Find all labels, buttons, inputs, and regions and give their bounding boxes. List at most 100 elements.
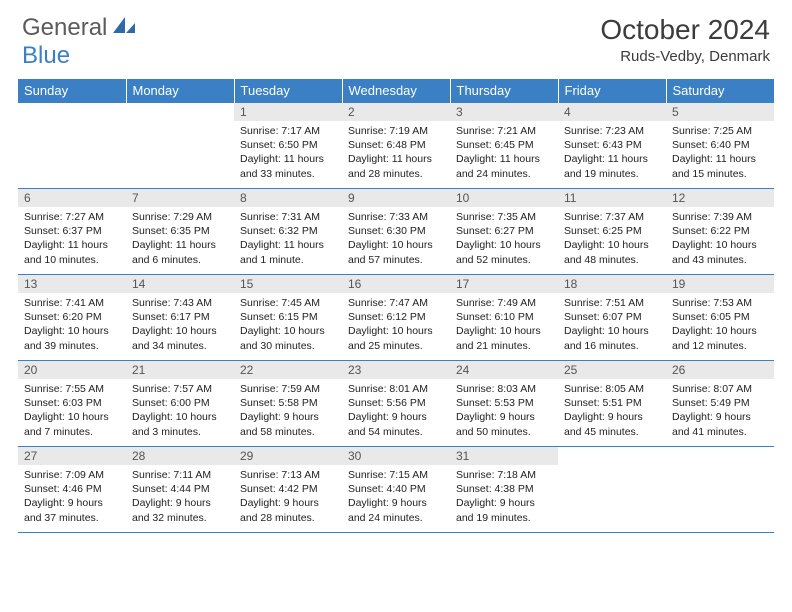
daylight-text: Daylight: 10 hours and 7 minutes.: [24, 410, 120, 438]
day-number: 21: [126, 361, 234, 379]
day-info: Sunrise: 7:15 AMSunset: 4:40 PMDaylight:…: [342, 465, 450, 527]
day-number: 12: [666, 189, 774, 207]
weekday-header: Monday: [126, 79, 234, 103]
logo-blue-wrap: Blue: [22, 42, 70, 70]
day-number: 14: [126, 275, 234, 293]
day-number: 5: [666, 103, 774, 121]
day-info: Sunrise: 8:03 AMSunset: 5:53 PMDaylight:…: [450, 379, 558, 441]
sunrise-text: Sunrise: 7:41 AM: [24, 296, 120, 310]
sunrise-text: Sunrise: 7:53 AM: [672, 296, 768, 310]
daylight-text: Daylight: 9 hours and 45 minutes.: [564, 410, 660, 438]
sunrise-text: Sunrise: 7:31 AM: [240, 210, 336, 224]
day-number: [666, 447, 774, 465]
daylight-text: Daylight: 11 hours and 33 minutes.: [240, 152, 336, 180]
day-number: 2: [342, 103, 450, 121]
sunrise-text: Sunrise: 7:15 AM: [348, 468, 444, 482]
sunset-text: Sunset: 6:43 PM: [564, 138, 660, 152]
daylight-text: Daylight: 11 hours and 10 minutes.: [24, 238, 120, 266]
daylight-text: Daylight: 10 hours and 3 minutes.: [132, 410, 228, 438]
sunset-text: Sunset: 6:48 PM: [348, 138, 444, 152]
calendar-day-cell: 20Sunrise: 7:55 AMSunset: 6:03 PMDayligh…: [18, 361, 126, 447]
daylight-text: Daylight: 11 hours and 19 minutes.: [564, 152, 660, 180]
day-info: Sunrise: 7:43 AMSunset: 6:17 PMDaylight:…: [126, 293, 234, 355]
day-info: Sunrise: 7:53 AMSunset: 6:05 PMDaylight:…: [666, 293, 774, 355]
day-number: 9: [342, 189, 450, 207]
day-number: [18, 103, 126, 121]
calendar-day-cell: 16Sunrise: 7:47 AMSunset: 6:12 PMDayligh…: [342, 275, 450, 361]
calendar-day-cell: 15Sunrise: 7:45 AMSunset: 6:15 PMDayligh…: [234, 275, 342, 361]
day-info: Sunrise: 7:41 AMSunset: 6:20 PMDaylight:…: [18, 293, 126, 355]
sunrise-text: Sunrise: 7:21 AM: [456, 124, 552, 138]
sunset-text: Sunset: 6:00 PM: [132, 396, 228, 410]
daylight-text: Daylight: 10 hours and 39 minutes.: [24, 324, 120, 352]
calendar-table: SundayMondayTuesdayWednesdayThursdayFrid…: [18, 79, 774, 533]
sunrise-text: Sunrise: 8:03 AM: [456, 382, 552, 396]
weekday-header: Friday: [558, 79, 666, 103]
day-number: 27: [18, 447, 126, 465]
day-info: Sunrise: 7:55 AMSunset: 6:03 PMDaylight:…: [18, 379, 126, 441]
calendar-day-cell: 26Sunrise: 8:07 AMSunset: 5:49 PMDayligh…: [666, 361, 774, 447]
sunrise-text: Sunrise: 7:23 AM: [564, 124, 660, 138]
day-info: Sunrise: 7:25 AMSunset: 6:40 PMDaylight:…: [666, 121, 774, 183]
calendar-day-cell: 13Sunrise: 7:41 AMSunset: 6:20 PMDayligh…: [18, 275, 126, 361]
daylight-text: Daylight: 10 hours and 25 minutes.: [348, 324, 444, 352]
daylight-text: Daylight: 9 hours and 50 minutes.: [456, 410, 552, 438]
sunset-text: Sunset: 4:40 PM: [348, 482, 444, 496]
day-info: Sunrise: 7:37 AMSunset: 6:25 PMDaylight:…: [558, 207, 666, 269]
day-number: [126, 103, 234, 121]
calendar-week-row: 20Sunrise: 7:55 AMSunset: 6:03 PMDayligh…: [18, 361, 774, 447]
day-number: 7: [126, 189, 234, 207]
sunrise-text: Sunrise: 8:07 AM: [672, 382, 768, 396]
sunrise-text: Sunrise: 7:59 AM: [240, 382, 336, 396]
day-info: Sunrise: 7:57 AMSunset: 6:00 PMDaylight:…: [126, 379, 234, 441]
sunrise-text: Sunrise: 7:43 AM: [132, 296, 228, 310]
sunset-text: Sunset: 6:25 PM: [564, 224, 660, 238]
day-number: 18: [558, 275, 666, 293]
calendar-day-cell: 1Sunrise: 7:17 AMSunset: 6:50 PMDaylight…: [234, 103, 342, 189]
calendar-day-cell: 11Sunrise: 7:37 AMSunset: 6:25 PMDayligh…: [558, 189, 666, 275]
day-info: Sunrise: 7:13 AMSunset: 4:42 PMDaylight:…: [234, 465, 342, 527]
sunset-text: Sunset: 5:53 PM: [456, 396, 552, 410]
sunset-text: Sunset: 6:40 PM: [672, 138, 768, 152]
calendar-day-cell: 17Sunrise: 7:49 AMSunset: 6:10 PMDayligh…: [450, 275, 558, 361]
sunset-text: Sunset: 6:20 PM: [24, 310, 120, 324]
day-info: Sunrise: 7:19 AMSunset: 6:48 PMDaylight:…: [342, 121, 450, 183]
sunset-text: Sunset: 6:50 PM: [240, 138, 336, 152]
calendar-day-cell: 21Sunrise: 7:57 AMSunset: 6:00 PMDayligh…: [126, 361, 234, 447]
day-info: Sunrise: 7:18 AMSunset: 4:38 PMDaylight:…: [450, 465, 558, 527]
sunrise-text: Sunrise: 7:55 AM: [24, 382, 120, 396]
day-number: 23: [342, 361, 450, 379]
sunrise-text: Sunrise: 7:19 AM: [348, 124, 444, 138]
sunrise-text: Sunrise: 7:09 AM: [24, 468, 120, 482]
calendar-week-row: 13Sunrise: 7:41 AMSunset: 6:20 PMDayligh…: [18, 275, 774, 361]
day-info: Sunrise: 7:11 AMSunset: 4:44 PMDaylight:…: [126, 465, 234, 527]
day-info: Sunrise: 7:47 AMSunset: 6:12 PMDaylight:…: [342, 293, 450, 355]
weekday-header: Thursday: [450, 79, 558, 103]
calendar-day-cell: 30Sunrise: 7:15 AMSunset: 4:40 PMDayligh…: [342, 447, 450, 533]
sunset-text: Sunset: 4:42 PM: [240, 482, 336, 496]
calendar-day-cell: [558, 447, 666, 533]
day-number: 11: [558, 189, 666, 207]
calendar-day-cell: 3Sunrise: 7:21 AMSunset: 6:45 PMDaylight…: [450, 103, 558, 189]
day-info: Sunrise: 7:59 AMSunset: 5:58 PMDaylight:…: [234, 379, 342, 441]
day-number: 26: [666, 361, 774, 379]
sunrise-text: Sunrise: 7:57 AM: [132, 382, 228, 396]
day-info: Sunrise: 7:31 AMSunset: 6:32 PMDaylight:…: [234, 207, 342, 269]
daylight-text: Daylight: 9 hours and 19 minutes.: [456, 496, 552, 524]
daylight-text: Daylight: 9 hours and 24 minutes.: [348, 496, 444, 524]
calendar-day-cell: 7Sunrise: 7:29 AMSunset: 6:35 PMDaylight…: [126, 189, 234, 275]
header: General October 2024 Ruds-Vedby, Denmark: [0, 0, 792, 73]
calendar-day-cell: 24Sunrise: 8:03 AMSunset: 5:53 PMDayligh…: [450, 361, 558, 447]
day-number: 3: [450, 103, 558, 121]
day-number: 13: [18, 275, 126, 293]
day-info: Sunrise: 7:23 AMSunset: 6:43 PMDaylight:…: [558, 121, 666, 183]
day-number: 8: [234, 189, 342, 207]
sunset-text: Sunset: 6:10 PM: [456, 310, 552, 324]
sunrise-text: Sunrise: 7:49 AM: [456, 296, 552, 310]
sunset-text: Sunset: 6:30 PM: [348, 224, 444, 238]
calendar-day-cell: 29Sunrise: 7:13 AMSunset: 4:42 PMDayligh…: [234, 447, 342, 533]
sunset-text: Sunset: 4:38 PM: [456, 482, 552, 496]
sunset-text: Sunset: 6:32 PM: [240, 224, 336, 238]
day-number: 1: [234, 103, 342, 121]
day-number: 4: [558, 103, 666, 121]
